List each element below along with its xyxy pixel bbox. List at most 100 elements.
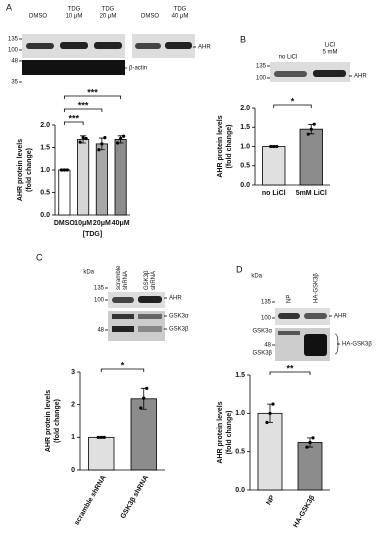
y-axis-label: AHR protein levels <box>17 139 24 201</box>
data-point <box>116 141 120 145</box>
lane-label: 40 μM <box>172 14 189 20</box>
band <box>274 71 307 77</box>
bar <box>257 412 283 491</box>
x-tick-label: no LiCl <box>262 190 286 197</box>
lane-label: shRNA <box>151 271 157 290</box>
x-tick-label: GSK3β shRNA <box>120 474 150 520</box>
lane-label: TDG <box>68 7 81 13</box>
marker-label: 100 <box>261 316 272 322</box>
panel-letter: C <box>36 252 43 262</box>
panel-letter: A <box>6 2 12 12</box>
lane-label: TDG <box>174 7 187 13</box>
y-axis-label: AHR protein levels <box>217 401 224 463</box>
lane-label: DMSO <box>29 14 47 20</box>
y-tick-label: 0.5 <box>235 449 245 456</box>
band <box>165 42 192 49</box>
band <box>138 326 162 332</box>
lane-label: TDG <box>102 7 115 13</box>
panel-letter: B <box>240 34 246 44</box>
bar <box>114 138 127 216</box>
kda-label: kDa <box>83 270 94 276</box>
data-point <box>96 435 100 439</box>
y-tick-label: 1.0 <box>240 143 250 150</box>
y-tick-label: 2 <box>71 402 75 409</box>
lane-label: GSK3β <box>144 270 150 290</box>
y-tick-label: 0.0 <box>40 212 50 219</box>
band <box>278 331 300 335</box>
data-point <box>305 445 309 449</box>
y-axis-label: AHR protein levels <box>45 390 52 452</box>
marker-label: 135 <box>94 286 105 292</box>
lane-label: LiCl <box>325 43 335 49</box>
band-label: AHR <box>198 45 211 51</box>
significance-bracket <box>269 371 311 375</box>
marker-label: 135 <box>8 37 19 43</box>
band-label: GSK3α <box>169 314 189 320</box>
marker-label: 100 <box>8 48 19 54</box>
data-point <box>272 144 276 149</box>
y-tick-label: 0 <box>71 467 75 474</box>
y-tick-label: 0.5 <box>40 189 50 196</box>
data-point <box>265 420 269 425</box>
y-axis-label: AHR protein levels <box>217 115 224 177</box>
significance-label: ** <box>286 363 294 373</box>
band <box>138 296 162 303</box>
data-point <box>139 406 143 410</box>
band-label: AHR <box>334 314 347 320</box>
lane-label: 10 μM <box>66 14 83 20</box>
band-label: AHR <box>169 296 182 302</box>
x-tick-label: DMSO <box>54 220 76 227</box>
significance-label: * <box>121 360 125 370</box>
significance-label: *** <box>87 87 98 97</box>
data-point <box>311 436 315 440</box>
y-tick-label: 1.5 <box>40 144 50 151</box>
x-tick-label: HA-GSK3β <box>292 494 316 529</box>
data-point <box>102 435 106 439</box>
x-tick-label: 20μM <box>93 220 111 227</box>
lane-label: HA-GSK3β <box>314 273 320 303</box>
y-tick-label: 1.5 <box>235 372 245 379</box>
marker-label: 135 <box>256 64 267 70</box>
marker-label: 100 <box>256 76 267 82</box>
y-axis-label: (fold change) <box>226 411 233 455</box>
data-point <box>308 440 312 445</box>
y-tick-label: 0.0 <box>240 182 250 189</box>
marker-label: 48 <box>11 59 18 65</box>
band <box>138 314 162 319</box>
x-axis-label: [TDG] <box>83 231 102 238</box>
data-point <box>59 168 63 172</box>
lane-label: no LiCl <box>279 55 298 61</box>
band-label: GSK3α <box>253 329 273 335</box>
band <box>304 334 327 356</box>
data-point <box>306 132 310 136</box>
data-point <box>97 148 101 152</box>
significance-bracket <box>273 104 312 108</box>
data-point <box>62 168 66 172</box>
data-point <box>84 136 88 141</box>
bar <box>58 169 71 216</box>
data-point <box>119 136 123 141</box>
y-tick-label: 3 <box>71 369 75 376</box>
band-label: β-actin <box>129 66 147 72</box>
band <box>313 70 346 77</box>
significance-bracket <box>63 121 84 125</box>
y-axis-label: (fold change) <box>226 125 233 169</box>
marker-label: 48 <box>264 343 271 349</box>
band-label: GSK3β <box>253 351 273 357</box>
data-point <box>269 144 273 149</box>
lane-label: 5 mM <box>323 50 338 56</box>
band <box>60 42 88 49</box>
bar <box>130 398 157 471</box>
y-tick-label: 1.5 <box>240 124 250 131</box>
data-point <box>65 168 69 172</box>
y-tick-label: 1.0 <box>40 167 50 174</box>
marker-label: 100 <box>94 298 105 304</box>
y-axis-label: (fold change) <box>54 399 61 443</box>
data-point <box>78 140 82 144</box>
significance-bracket <box>63 95 122 99</box>
marker-label: 48 <box>97 328 104 334</box>
bar <box>299 128 323 186</box>
significance-label: * <box>291 96 295 106</box>
